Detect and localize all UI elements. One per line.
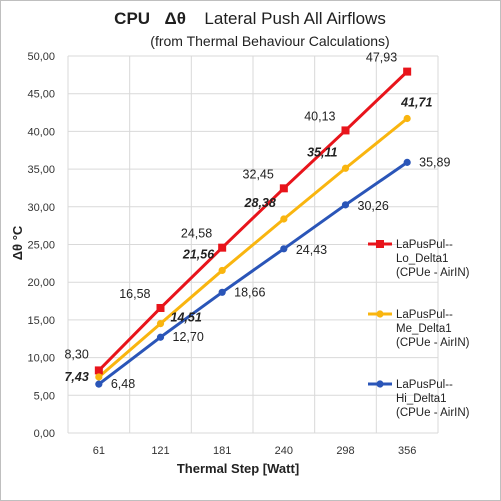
legend-label: LaPusPul-- bbox=[396, 379, 453, 391]
y-tick-label: 45,00 bbox=[27, 89, 55, 101]
legend-label: Me_Delta1 bbox=[396, 323, 452, 335]
legend-label: LaPusPul-- bbox=[396, 239, 453, 251]
title-part2: Δθ bbox=[165, 9, 186, 28]
series-markers bbox=[94, 67, 412, 388]
y-tick-label: 20,00 bbox=[27, 277, 55, 289]
x-axis-title: Thermal Step [Watt] bbox=[177, 461, 299, 476]
data-label: 35,11 bbox=[307, 145, 337, 159]
y-tick-label: 15,00 bbox=[27, 315, 55, 327]
data-point bbox=[403, 67, 412, 76]
y-tick-label: 40,00 bbox=[27, 126, 55, 138]
legend-label: (CPUe - AirIN) bbox=[396, 267, 470, 279]
legend-marker bbox=[376, 380, 384, 388]
y-axis-title: Δθ °C bbox=[10, 225, 25, 260]
y-tick-label: 0,00 bbox=[34, 428, 55, 440]
data-label: 35,89 bbox=[419, 155, 450, 169]
data-point bbox=[156, 319, 165, 328]
data-label: 40,13 bbox=[304, 109, 335, 123]
data-point bbox=[94, 366, 103, 375]
legend-label: (CPUe - AirIN) bbox=[396, 407, 470, 419]
legend-label: Lo_Delta1 bbox=[396, 253, 448, 265]
y-tick-label: 50,00 bbox=[27, 51, 55, 63]
x-axis-ticks: 61 121 181 240 298 356 bbox=[93, 445, 417, 457]
data-label: 6,48 bbox=[111, 377, 135, 391]
data-label: 28,38 bbox=[244, 196, 276, 210]
title-part3: Lateral Push All Airflows bbox=[204, 9, 385, 28]
data-point bbox=[341, 126, 350, 135]
data-label: 18,66 bbox=[234, 285, 265, 299]
x-tick-label: 356 bbox=[398, 445, 416, 457]
x-tick-label: 298 bbox=[336, 445, 354, 457]
data-point bbox=[95, 380, 103, 388]
data-point bbox=[403, 114, 411, 123]
data-label: 7,43 bbox=[64, 370, 88, 384]
data-point bbox=[156, 333, 165, 341]
y-tick-label: 30,00 bbox=[27, 202, 55, 214]
legend-label: LaPusPul-- bbox=[396, 309, 453, 321]
data-label: 32,45 bbox=[243, 167, 274, 181]
series-line-1 bbox=[97, 117, 409, 379]
data-point bbox=[156, 303, 165, 312]
data-label: 30,26 bbox=[358, 199, 389, 213]
data-point bbox=[341, 164, 350, 172]
y-axis-ticks: 0,00 5,00 10,00 15,00 20,00 25,00 30,00 35,00 40… bbox=[27, 51, 55, 440]
data-label: 24,43 bbox=[296, 243, 327, 257]
data-point bbox=[403, 158, 411, 166]
data-point bbox=[280, 245, 288, 253]
data-label: 16,58 bbox=[119, 287, 150, 301]
data-point bbox=[280, 215, 288, 223]
data-point bbox=[341, 201, 350, 209]
x-tick-label: 121 bbox=[151, 445, 169, 457]
legend-marker bbox=[376, 240, 384, 248]
y-tick-label: 10,00 bbox=[27, 353, 55, 365]
data-point bbox=[95, 373, 103, 381]
data-label: 47,93 bbox=[366, 51, 397, 65]
x-tick-label: 240 bbox=[275, 445, 293, 457]
data-point bbox=[218, 288, 226, 296]
legend-label: Hi_Delta1 bbox=[396, 393, 447, 405]
y-tick-label: 25,00 bbox=[27, 240, 55, 252]
chart-subtitle: (from Thermal Behaviour Calculations) bbox=[150, 33, 389, 49]
y-tick-label: 5,00 bbox=[34, 390, 55, 402]
chart-title: CPU Δθ Lateral Push All Airflows bbox=[114, 9, 386, 28]
data-labels: 8,30 16,58 24,58 32,45 40,13 47,93 7,43 14,51 21… bbox=[64, 51, 450, 392]
data-point bbox=[218, 243, 227, 252]
legend: LaPusPul-- Lo_Delta1 (CPUe - AirIN) LaPusPu… bbox=[368, 239, 470, 419]
series-line-0 bbox=[97, 70, 409, 372]
data-label: 41,71 bbox=[400, 96, 432, 110]
legend-label: (CPUe - AirIN) bbox=[396, 337, 470, 349]
data-label: 12,70 bbox=[173, 330, 204, 344]
series-line-2 bbox=[97, 161, 409, 386]
data-label: 14,51 bbox=[171, 311, 202, 325]
data-label: 21,56 bbox=[182, 247, 215, 261]
series-lines bbox=[97, 70, 409, 386]
data-point bbox=[279, 184, 288, 193]
title-part1: CPU bbox=[114, 9, 150, 28]
data-point bbox=[218, 266, 226, 275]
data-label: 24,58 bbox=[181, 227, 212, 241]
x-tick-label: 181 bbox=[213, 445, 231, 457]
y-tick-label: 35,00 bbox=[27, 164, 55, 176]
x-tick-label: 61 bbox=[93, 445, 105, 457]
legend-marker bbox=[376, 310, 384, 318]
data-label: 8,30 bbox=[64, 347, 88, 361]
